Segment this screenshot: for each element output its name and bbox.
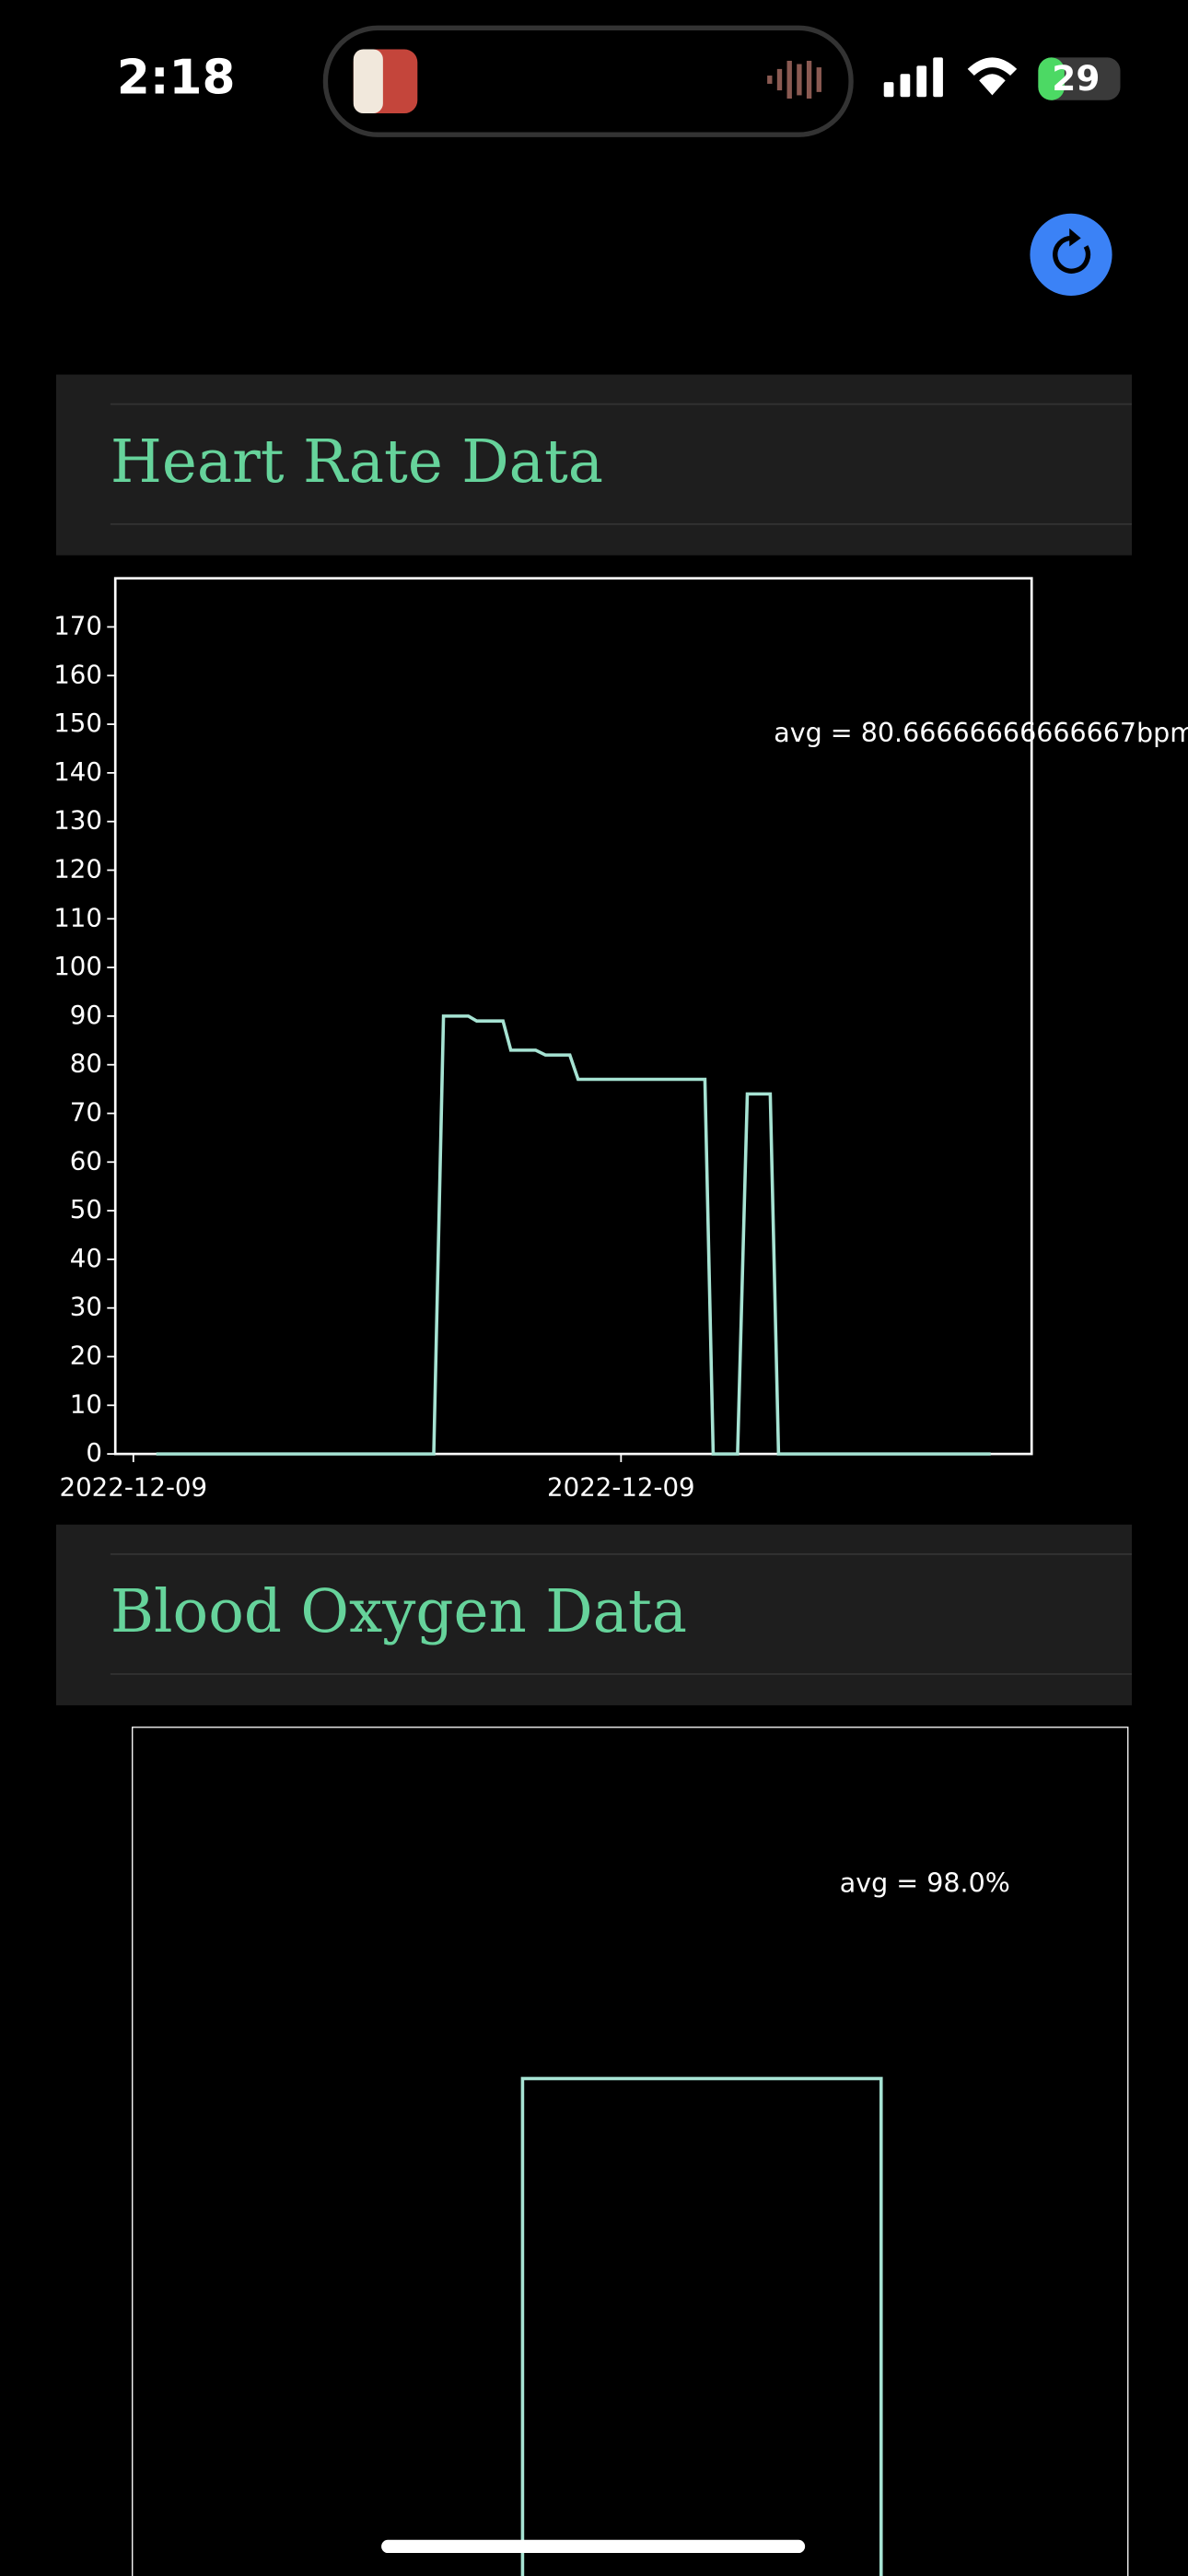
dynamic-island	[322, 25, 854, 137]
chart: 0 10 20 30 40 50 60 70 80 90 100 110 120 130 140 150 160…	[53, 577, 1033, 1503]
y-tick-label: 0	[86, 1437, 102, 1468]
y-tick-label: 110	[53, 902, 102, 932]
home-indicator	[381, 2539, 806, 2554]
section-title: Heart Rate Data	[111, 427, 603, 497]
y-tick-label: 97.0	[62, 2238, 119, 2268]
annotation: avg = 98.0%	[840, 1868, 1010, 1898]
y-tick-label: 70	[70, 1096, 102, 1127]
y-tick-label: 20	[70, 1340, 102, 1370]
x-tick-label: 2022-12-09	[60, 1472, 208, 1503]
y-tick-label: 99.0	[62, 1886, 119, 1916]
y-tick-label: 150	[53, 708, 102, 738]
y-tick-label: 130	[53, 805, 102, 836]
refresh-icon	[1053, 235, 1091, 274]
section-header: Heart Rate Data	[56, 374, 1132, 556]
y-tick-label: 50	[70, 1194, 102, 1224]
refresh-icon-arrow	[1069, 228, 1081, 247]
signal-icon	[883, 57, 943, 98]
y-tick-label: 30	[70, 1292, 102, 1322]
data-line	[156, 1014, 991, 1456]
chart: 95.5 96.0 96.5 97.0 97.5 98.0 98.5 99.0 99.5 avg …	[62, 1727, 1129, 2576]
y-tick-label: 96.0	[62, 2414, 119, 2444]
album-art-part	[353, 49, 383, 114]
y-tick-label: 120	[53, 853, 102, 884]
refresh-button[interactable]	[1030, 213, 1112, 296]
y-tick-label: 160	[53, 659, 102, 689]
waveform	[767, 60, 821, 99]
data-line	[520, 2077, 883, 2576]
x-tick-label: 2022-12-09	[547, 1472, 695, 1503]
y-tick-label: 96.5	[62, 2326, 119, 2357]
section-title: Blood Oxygen Data	[111, 1577, 687, 1646]
y-tick-label: 97.5	[62, 2150, 119, 2181]
y-tick-label: 98.5	[62, 1974, 119, 2005]
y-tick-label: 100	[53, 951, 102, 981]
wifi-icon	[967, 57, 1018, 96]
y-tick-label: 170	[53, 610, 102, 640]
y-tick-label: 99.5	[62, 1798, 119, 1829]
section-header: Blood Oxygen Data	[56, 1524, 1132, 1705]
plot-frame	[113, 577, 1033, 1456]
y-tick-label: 10	[70, 1388, 102, 1419]
y-tick-label: 40	[70, 1243, 102, 1273]
y-tick-label: 98.0	[62, 2062, 119, 2092]
annotation: avg = 80.66666666666667bpm	[774, 718, 1188, 748]
y-tick-label: 140	[53, 756, 102, 787]
y-tick-label: 95.5	[62, 2502, 119, 2533]
y-tick-label: 90	[70, 1000, 102, 1030]
plot-frame	[132, 1727, 1129, 2576]
y-tick-label: 60	[70, 1145, 102, 1176]
status-time: 2:18	[117, 50, 236, 105]
y-tick-label: 80	[70, 1048, 102, 1079]
battery-text: 29	[1052, 58, 1100, 99]
battery-level	[1038, 57, 1065, 100]
